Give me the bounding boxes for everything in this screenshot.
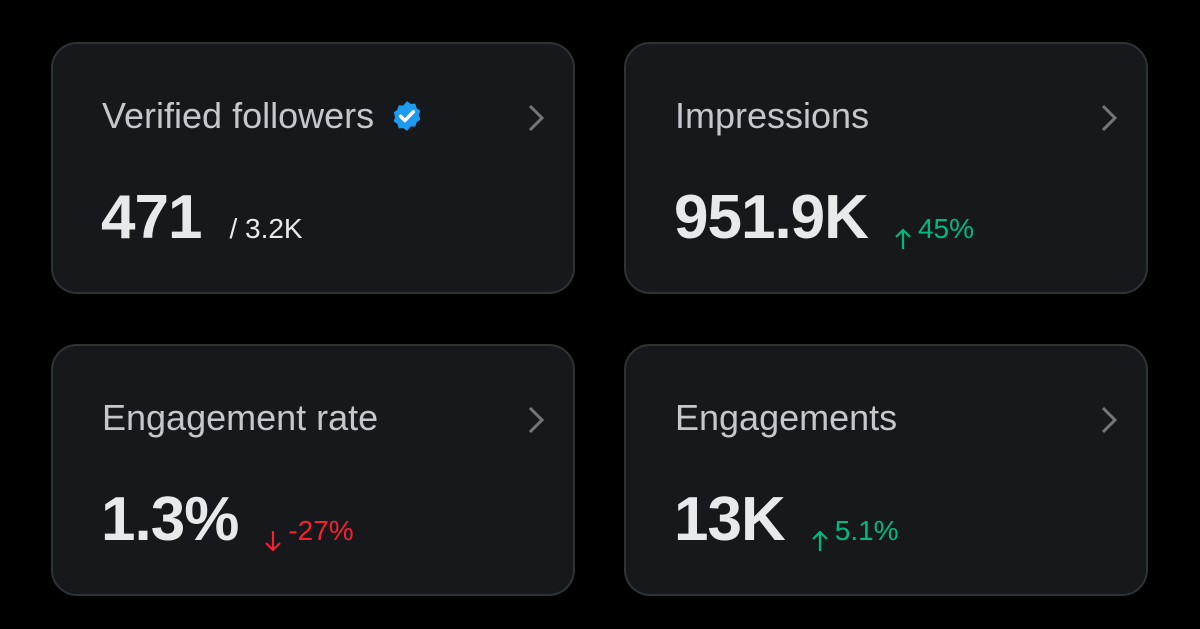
card-value: 471 (101, 183, 202, 252)
verified-badge (393, 101, 421, 131)
card-change: -27% (264, 515, 354, 552)
card-title: Impressions (675, 95, 870, 136)
stat-card[interactable]: Verified followers 471 / 3.2K (51, 42, 575, 294)
change-value: 5.1% (834, 515, 899, 546)
value-row: 1.3% -27% (101, 484, 354, 554)
value-row: 471 / 3.2K (101, 182, 303, 252)
card-title: Engagement rate (102, 397, 379, 438)
card-change: 5.1% (811, 515, 899, 551)
stat-card[interactable]: Engagement rate 1.3% -27% (51, 344, 575, 596)
card-value: 1.3% (101, 485, 239, 554)
stat-card[interactable]: Engagements 13K 5.1% (624, 344, 1148, 596)
title-row: Verified followers (102, 94, 424, 138)
change-value: -27% (288, 515, 354, 546)
card-title: Engagements (675, 397, 898, 438)
title-row: Engagement rate (102, 396, 378, 440)
card-value: 951.9K (674, 183, 869, 252)
card-secondary: / 3.2K (229, 213, 303, 244)
value-row: 13K 5.1% (674, 484, 899, 554)
card-title: Verified followers (102, 95, 375, 136)
arrow-up (895, 228, 911, 249)
chevron (528, 104, 545, 132)
arrow-up (811, 530, 828, 551)
card-value: 13K (674, 485, 786, 554)
chevron (1101, 406, 1118, 434)
card-change: 45% (894, 213, 974, 249)
chevron (528, 406, 545, 434)
chevron (1101, 104, 1118, 132)
stat-card[interactable]: Impressions 951.9K 45% (624, 42, 1148, 294)
title-row: Impressions (675, 94, 869, 138)
value-row: 951.9K 45% (674, 182, 974, 252)
arrow-down (265, 531, 282, 552)
change-value: 45% (917, 213, 974, 244)
title-row: Engagements (675, 396, 897, 440)
